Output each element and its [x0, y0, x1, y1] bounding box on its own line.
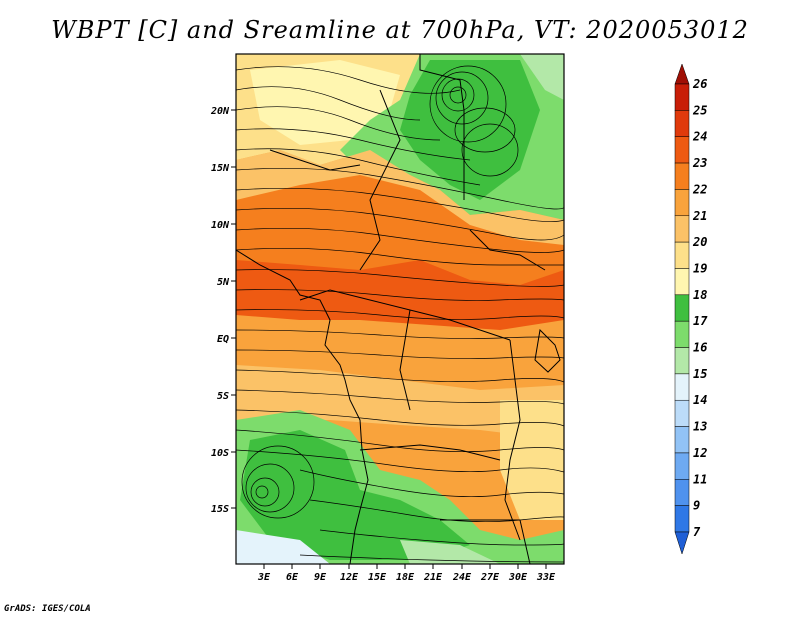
credit-text: GrADS: IGES/COLA: [4, 604, 91, 614]
lon-tick-label: 9E: [314, 572, 327, 583]
colorbar-level-label: 20: [692, 235, 707, 249]
colorbar-cap-top: [674, 63, 690, 85]
lat-tick-label: 5N: [217, 277, 230, 288]
colorbar-level-label: 12: [693, 446, 707, 460]
chart-title: WBPT [C] and Sreamline at 700hPa, VT: 20…: [51, 16, 749, 44]
colorbar-level-label: 9: [693, 499, 700, 513]
colorbar-level-label: 7: [693, 525, 701, 539]
lon-tick-label: 30E: [508, 572, 528, 583]
lat-tick-label: 10S: [211, 448, 229, 459]
colorbar-swatch: [674, 320, 690, 348]
colorbar-level-label: 24: [692, 130, 707, 144]
lon-tick-label: 27E: [480, 572, 500, 583]
colorbar-swatch: [674, 479, 690, 506]
lon-tick-label: 6E: [286, 572, 299, 583]
colorbar-level-label: 18: [693, 288, 707, 302]
colorbar-swatch: [674, 162, 690, 190]
colorbar-level-label: 13: [693, 420, 707, 434]
lat-tick-label: 10N: [211, 220, 230, 231]
colorbar-swatch: [674, 294, 690, 322]
lon-tick-label: 24E: [452, 572, 472, 583]
lon-tick-label: 12E: [340, 572, 359, 583]
colorbar-level-label: 21: [692, 209, 707, 223]
lon-axis: 3E 6E 9E 12E 15E 18E 21E 24E 27E 30E 33E: [257, 564, 556, 583]
colorbar-level-label: 17: [693, 314, 708, 328]
colorbar-level-label: 19: [693, 261, 707, 275]
colorbar-swatch: [674, 373, 690, 401]
lat-tick-label: 15S: [211, 504, 229, 515]
colorbar-swatch: [674, 505, 690, 533]
colorbar-level-label: 25: [692, 103, 707, 117]
colorbar-swatch: [674, 452, 690, 480]
lat-tick-label: EQ: [217, 334, 229, 345]
colorbar-swatch: [674, 399, 690, 427]
colorbar-swatch: [674, 426, 690, 454]
map-frame: [235, 53, 565, 565]
lat-tick-label: 5S: [217, 391, 229, 402]
colorbar-swatch: [674, 241, 690, 269]
lon-tick-label: 21E: [423, 572, 443, 583]
colorbar-level-label: 14: [693, 393, 707, 407]
colorbar-swatch: [674, 268, 690, 296]
lon-tick-label: 15E: [368, 572, 387, 583]
colorbar-level-label: 22: [692, 182, 707, 196]
country-boundaries: [236, 54, 561, 564]
lat-tick-label: 20N: [210, 106, 230, 117]
lat-tick-label: 15N: [211, 163, 230, 174]
colorbar-level-label: 11: [693, 472, 707, 486]
lon-tick-label: 3E: [257, 572, 271, 583]
colorbar-level-label: 23: [692, 156, 707, 170]
colorbar: 26 25 24 23 22 21 20 19 18 17 16 15 14 13 12 11 9 7: [674, 63, 708, 555]
lat-axis: 20N 15N 10N 5N EQ 5S 10S 15S: [210, 106, 236, 515]
lon-tick-label: 33E: [536, 572, 556, 583]
streamlines: [236, 65, 564, 563]
colorbar-swatch: [674, 110, 690, 137]
colorbar-swatch: [674, 347, 690, 375]
lon-tick-label: 18E: [396, 572, 415, 583]
colorbar-swatch: [674, 136, 690, 164]
colorbar-swatch: [674, 215, 690, 243]
colorbar-level-label: 16: [693, 341, 707, 355]
colorbar-swatch: [674, 83, 690, 111]
colorbar-level-label: 26: [692, 77, 707, 91]
colorbar-level-label: 15: [693, 367, 707, 381]
colorbar-cap-bottom: [674, 531, 690, 555]
colorbar-swatch: [674, 189, 690, 217]
